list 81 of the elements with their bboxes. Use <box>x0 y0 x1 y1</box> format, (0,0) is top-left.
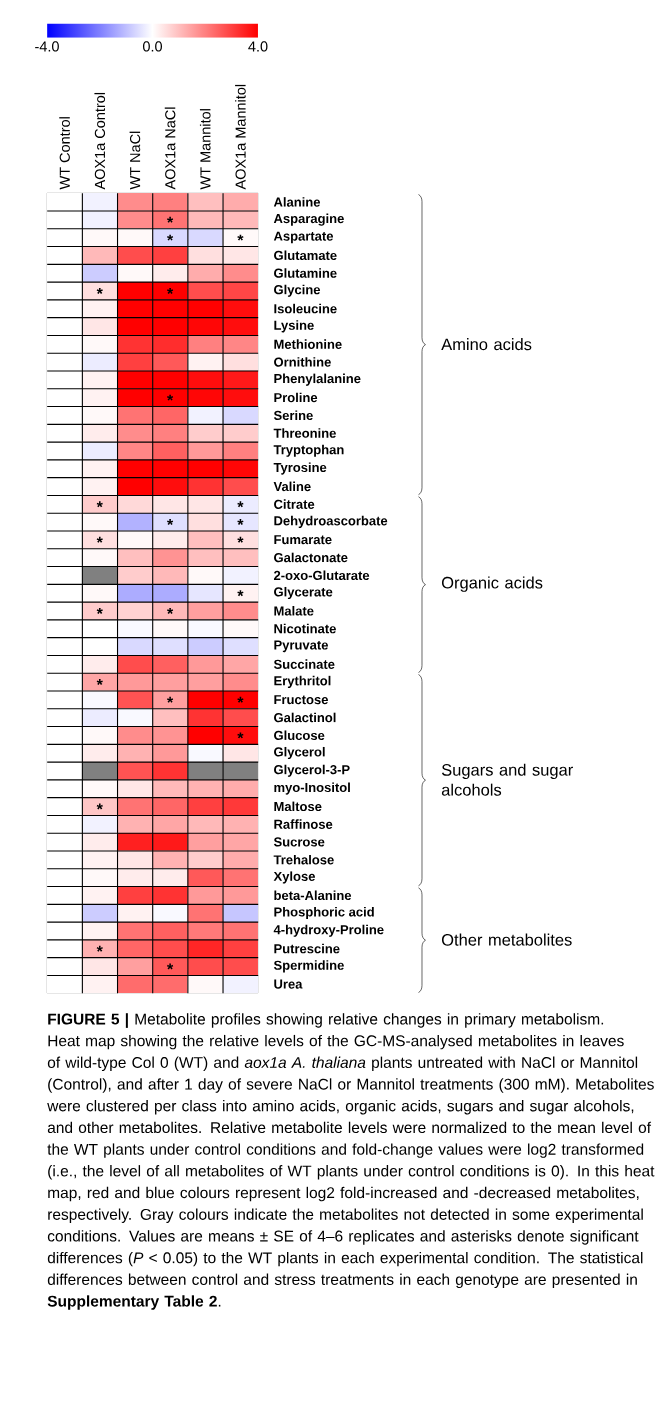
data-label: * <box>237 536 244 543</box>
y-tick-label: Tryptophan <box>273 444 344 457</box>
y-tick-label: myo-Inositol <box>274 782 350 795</box>
y-tick-label: Trehalose <box>273 854 334 865</box>
x-tick-label: AOX1a Control <box>94 92 106 190</box>
data-label: * <box>237 590 244 597</box>
y-tick-label: Tyrosine <box>273 462 327 475</box>
text: Other metabolites <box>441 933 572 946</box>
y-tick-label: 4-hydroxy-Proline <box>273 924 384 937</box>
color-bar-label: 0.0 <box>142 41 163 52</box>
y-tick-label: Threonine <box>273 428 336 438</box>
y-tick-label: Glycerate <box>274 586 333 600</box>
y-tick-label: Phenylalanine <box>274 373 361 386</box>
y-tick-label: Putrescine <box>274 943 340 954</box>
data-label: * <box>167 963 174 970</box>
x-tick-label: AOX1a Mannitol <box>235 84 246 190</box>
y-tick-label: Malate <box>274 606 314 616</box>
y-tick-label: Fumarate <box>274 535 332 545</box>
data-label: * <box>167 216 174 223</box>
text: Amino acids <box>441 338 532 351</box>
y-tick-label: Glutamine <box>274 268 337 278</box>
y-tick-label: 2-oxo-Glutarate <box>273 570 370 581</box>
data-label: * <box>167 696 174 703</box>
y-tick-label: Sucrose <box>273 837 325 847</box>
data-label: * <box>237 234 244 241</box>
data-label: * <box>237 501 244 508</box>
y-tick-label: Maltose <box>274 801 322 812</box>
y-tick-label: Fructose <box>274 695 328 705</box>
y-tick-label: Isoleucine <box>274 303 337 314</box>
data-label: * <box>167 519 174 526</box>
y-tick-label: Xylose <box>273 871 315 884</box>
y-tick-label: beta-Alanine <box>274 890 352 901</box>
y-tick-label: Pyruvate <box>274 640 328 653</box>
data-label: * <box>96 607 103 614</box>
data-label: * <box>167 234 174 241</box>
data-label: * <box>96 803 103 810</box>
y-tick-label: Proline <box>274 392 318 403</box>
data-label: * <box>96 287 103 294</box>
text: Organic acids <box>441 576 543 592</box>
data-label: * <box>96 536 103 543</box>
y-tick-label: Raffinose <box>274 819 333 829</box>
y-tick-label: Spermidine <box>273 960 344 973</box>
y-tick-label: Urea <box>274 979 303 989</box>
data-label: * <box>96 679 103 686</box>
y-tick-label: Alanine <box>273 197 321 207</box>
y-tick-label: Ornithine <box>274 357 331 367</box>
text: Sugars and sugar alcohols <box>441 763 573 796</box>
y-tick-label: Glycerol <box>274 746 325 760</box>
y-tick-label: Citrate <box>274 499 315 509</box>
x-tick-label: WT Mannitol <box>199 109 211 190</box>
y-tick-label: Methionine <box>274 339 342 349</box>
data-label: * <box>237 696 244 703</box>
y-tick-label: Valine <box>273 481 311 492</box>
y-tick-label: Serine <box>273 410 313 421</box>
data-label: * <box>167 287 174 294</box>
y-tick-label: Galactinol <box>274 712 336 723</box>
y-tick-label: Glutamate <box>274 250 337 261</box>
text: FIGURE 5 | Metabolite profiles showing relative changes in primary metabolism. Heat map showing the relative levels of the GC-MS-analysed metabolites in leaves of wild-type Col 0 (WT) and aox1a A. thaliana plants untreated with NaCl or Mannitol (Control), and after 1 day of severe NaCl or Mannitol treatments (300 mM). Metabolites were clustered per class into amino acids, organic acids, sugars and sugar alcohols, and other metabolites. Relative metabolite levels were normalized to the mean level of the WT plants under control conditions and fold-change values were log2 transformed (i.e., the level of all metabolites of WT plants under control conditions is 0). In this heat map, red and blue colours represent log2 fold-increased and -decreased metabolites, respectively. Gray colours indicate the metabolites not detected in some experimental conditions. Values are means ± SE of 4–6 replicates and asterisks denote significant differences (P < 0.05) to the WT plants in each experimental condition. The statistical differences between control and stress treatments in each genotype are presented in Supplementary Table 2. <box>47 1013 655 1310</box>
y-tick-label: Asparagine <box>273 213 344 226</box>
color-bar-label: 4.0 <box>248 41 268 52</box>
color-bar-label: -4.0 <box>35 41 59 52</box>
y-tick-label: Phosphoric acid <box>274 906 374 920</box>
data-label: * <box>96 945 103 952</box>
y-tick-label: Nicotinate <box>274 623 336 634</box>
y-tick-label: Erythritol <box>274 675 331 688</box>
data-label: * <box>237 519 244 526</box>
data-label: * <box>237 732 244 739</box>
y-tick-label: Aspartate <box>273 231 334 244</box>
x-tick-label: WT NaCl <box>129 131 141 190</box>
data-label: * <box>96 501 103 508</box>
x-tick-label: WT Control <box>59 117 70 190</box>
y-tick-label: Succinate <box>273 659 335 669</box>
y-tick-label: Dehydroascorbate <box>274 515 388 528</box>
y-tick-label: Glycerol-3-P <box>274 764 350 777</box>
data-label: * <box>167 607 174 614</box>
y-tick-label: Glucose <box>274 730 325 741</box>
data-label: * <box>167 394 174 401</box>
x-tick-label: AOX1a NaCl <box>164 107 176 190</box>
y-tick-label: Galactonate <box>274 552 348 563</box>
y-tick-label: Glycine <box>274 284 321 297</box>
y-tick-label: Lysine <box>274 320 314 333</box>
